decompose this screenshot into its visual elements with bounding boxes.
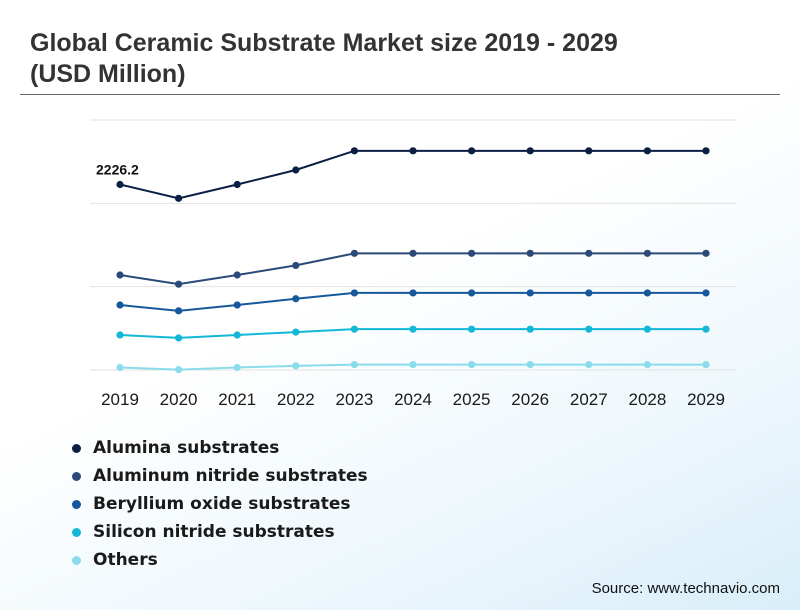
- data-point: [233, 180, 241, 189]
- x-tick-label: 2024: [394, 390, 432, 409]
- data-point: [526, 147, 534, 155]
- data-point: [233, 331, 241, 339]
- data-point: [468, 249, 476, 257]
- x-tick-label: 2020: [160, 390, 198, 409]
- data-label: 2226.2: [96, 161, 139, 177]
- series-line: [119, 252, 706, 286]
- legend-marker: [72, 443, 81, 453]
- data-point: [116, 180, 124, 189]
- legend-marker: [72, 555, 81, 565]
- data-point: [702, 325, 710, 333]
- x-tick-label: 2028: [628, 390, 666, 409]
- data-point: [643, 360, 652, 369]
- data-point: [292, 261, 300, 270]
- series-line: [119, 149, 706, 200]
- data-point: [643, 147, 652, 155]
- legend-item: Silicon nitride substrates: [72, 518, 368, 546]
- legend-label: Alumina substrates: [93, 438, 280, 458]
- data-point: [585, 147, 593, 155]
- legend-label: Others: [93, 550, 158, 570]
- legend-label: Aluminum nitride substrates: [93, 466, 368, 486]
- data-point: [175, 280, 183, 288]
- data-point: [233, 271, 241, 279]
- data-point: [643, 325, 652, 333]
- data-point: [702, 289, 710, 297]
- data-point: [643, 249, 652, 257]
- data-point: [350, 249, 358, 257]
- legend-item: Others: [72, 546, 368, 574]
- legend-marker: [72, 499, 81, 509]
- data-point: [292, 166, 300, 174]
- data-point: [702, 147, 710, 155]
- data-point: [643, 289, 652, 297]
- data-point: [175, 334, 183, 342]
- data-point: [350, 325, 358, 333]
- data-point: [468, 289, 476, 297]
- x-tick-label: 2027: [570, 390, 608, 409]
- data-point: [702, 249, 710, 257]
- data-point: [468, 147, 476, 155]
- data-point: [175, 365, 183, 374]
- data-point: [292, 362, 300, 370]
- data-point: [233, 301, 241, 309]
- x-tick-label: 2021: [218, 390, 256, 409]
- x-tick-label: 2025: [453, 390, 491, 409]
- data-point: [233, 363, 241, 372]
- legend-marker: [72, 527, 81, 537]
- source-note: Source: www.technavio.com: [591, 580, 780, 597]
- x-tick-label: 2022: [277, 390, 315, 409]
- data-point: [292, 295, 300, 303]
- data-point: [175, 307, 183, 315]
- data-point: [585, 325, 593, 333]
- title-divider: [20, 94, 780, 95]
- line-chart: 2019 2020 2021 2022 2023 2024 2025 2026 2027 2028…: [90, 119, 736, 409]
- x-tick-label: 2019: [101, 390, 139, 409]
- chart-legend: Alumina substrates Aluminum nitride subst…: [72, 434, 368, 574]
- data-point: [116, 301, 124, 309]
- data-point: [350, 360, 358, 369]
- data-point: [468, 325, 476, 333]
- data-point: [116, 331, 124, 339]
- data-point: [350, 147, 358, 155]
- data-point: [526, 325, 534, 333]
- legend-item: Alumina substrates: [72, 434, 368, 462]
- data-point: [468, 360, 476, 369]
- legend-item: Beryllium oxide substrates: [72, 490, 368, 518]
- legend-label: Silicon nitride substrates: [93, 522, 335, 542]
- data-point: [409, 249, 417, 257]
- data-point: [292, 328, 300, 336]
- data-point: [350, 289, 358, 297]
- x-tick-label: 2026: [511, 390, 549, 409]
- data-point: [585, 289, 593, 297]
- data-point: [526, 249, 534, 257]
- x-tick-label: 2023: [335, 390, 373, 409]
- data-point: [116, 363, 124, 372]
- legend-item: Aluminum nitride substrates: [72, 462, 368, 490]
- data-point: [585, 249, 593, 257]
- legend-label: Beryllium oxide substrates: [93, 494, 351, 514]
- data-point: [702, 360, 710, 369]
- data-point: [409, 289, 417, 297]
- data-point: [526, 289, 534, 297]
- data-point: [526, 360, 534, 369]
- data-point: [175, 194, 183, 202]
- data-point: [409, 325, 417, 333]
- x-tick-label: 2029: [687, 390, 725, 409]
- data-point: [409, 147, 417, 155]
- data-point: [409, 360, 417, 369]
- legend-marker: [72, 471, 81, 481]
- chart-title: Global Ceramic Substrate Market size 201…: [30, 29, 618, 88]
- data-point: [585, 360, 593, 369]
- data-point: [116, 271, 124, 279]
